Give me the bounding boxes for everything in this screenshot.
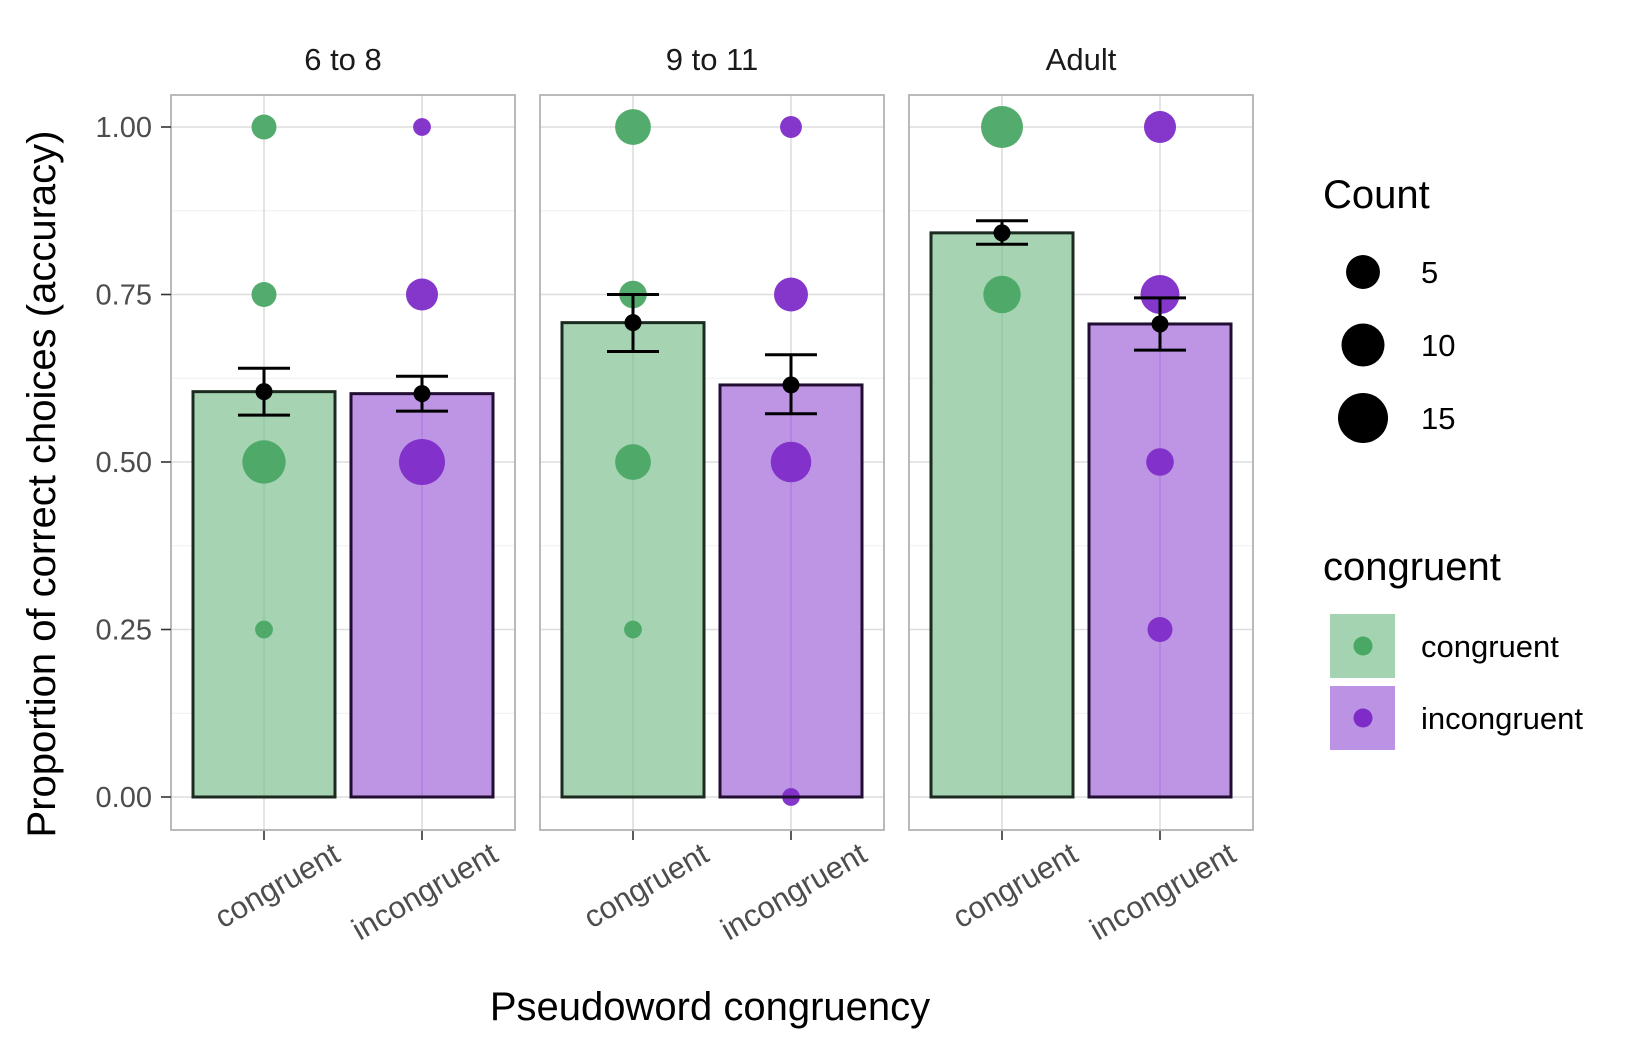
size-legend-key: [1346, 255, 1380, 289]
size-legend: 5 10 15: [1338, 255, 1455, 443]
color-legend: congruent incongruent: [1330, 614, 1583, 750]
facet-strip-label: Adult: [1046, 42, 1117, 77]
facet-panel: Adult congruent incongruent: [908, 42, 1254, 948]
count-point: [1146, 448, 1174, 476]
facet-panel: 6 to 8 congruent incongruent: [170, 42, 516, 948]
count-point: [251, 282, 277, 307]
size-legend-key: [1341, 323, 1385, 367]
color-legend-label: incongruent: [1421, 701, 1583, 736]
facet-strip-label: 6 to 8: [304, 42, 382, 77]
count-point: [774, 277, 808, 312]
count-point: [780, 116, 802, 138]
x-tick-label: congruent: [209, 836, 346, 935]
count-point: [255, 620, 273, 639]
y-tick-label: 0.25: [96, 615, 152, 647]
x-tick-label: incongruent: [715, 836, 873, 948]
size-legend-label: 10: [1421, 328, 1455, 363]
count-point: [615, 109, 651, 145]
mean-point: [782, 376, 800, 394]
bar: [562, 322, 704, 797]
color-legend-label: congruent: [1421, 629, 1559, 664]
legend: Count 5 10 15 congruent congruent incongrue…: [1323, 173, 1583, 750]
count-point: [405, 278, 439, 311]
count-point: [251, 114, 277, 140]
facet-strip-label: 9 to 11: [666, 42, 759, 77]
panel-border: [908, 94, 1254, 831]
mean-point: [993, 224, 1011, 242]
count-point: [983, 275, 1021, 314]
x-tick-label: incongruent: [346, 836, 504, 948]
size-legend-key: [1338, 393, 1388, 443]
bar: [1089, 323, 1231, 797]
panel-border: [539, 94, 885, 831]
facet-panel: 9 to 11 congruent incongruent: [539, 42, 885, 948]
y-tick-label: 0.00: [96, 782, 152, 814]
count-point: [624, 620, 642, 639]
count-point: [413, 118, 431, 136]
count-point: [399, 439, 445, 485]
color-legend-point: [1353, 708, 1373, 728]
count-point: [770, 441, 812, 483]
mean-point: [624, 314, 642, 332]
y-tick-label: 0.50: [96, 447, 152, 479]
count-point: [1140, 274, 1180, 315]
mean-point: [1151, 315, 1169, 333]
x-tick-label: incongruent: [1084, 836, 1242, 948]
size-legend-label: 5: [1421, 255, 1438, 290]
y-axis: 0.00 0.25 0.50 0.75 1.00: [96, 112, 171, 814]
count-point: [242, 440, 286, 484]
color-legend-point: [1353, 636, 1373, 656]
size-legend-title: Count: [1323, 173, 1430, 217]
y-axis-title: Proportion of correct choices (accuracy): [20, 131, 64, 838]
count-point: [1147, 617, 1173, 642]
bar: [931, 232, 1073, 798]
count-point: [1143, 110, 1177, 144]
mean-point: [255, 383, 273, 401]
x-tick-label: congruent: [947, 836, 1084, 935]
x-axis-title: Pseudoword congruency: [490, 985, 930, 1029]
y-tick-label: 0.75: [96, 280, 152, 312]
y-tick-label: 1.00: [96, 112, 152, 144]
x-tick-label: congruent: [578, 836, 715, 935]
count-point: [981, 106, 1023, 148]
size-legend-label: 15: [1421, 401, 1455, 436]
count-point: [615, 444, 651, 480]
mean-point: [413, 385, 431, 403]
color-legend-title: congruent: [1323, 545, 1501, 589]
